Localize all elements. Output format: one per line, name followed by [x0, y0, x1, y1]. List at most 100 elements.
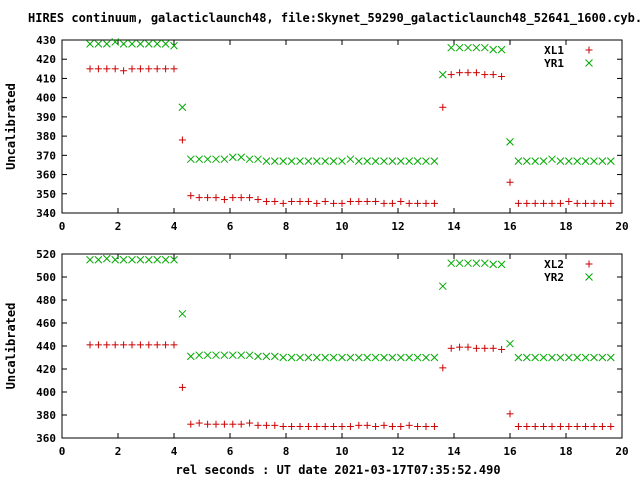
- data-point: [212, 420, 220, 428]
- x-tick-label: 2: [115, 220, 122, 233]
- data-point: [464, 43, 472, 52]
- y-tick-label: 480: [36, 294, 56, 307]
- data-point: [228, 153, 237, 162]
- data-point: [212, 194, 220, 202]
- y-tick-label: 400: [36, 92, 56, 105]
- x-tick-label: 12: [391, 220, 404, 233]
- data-point: [523, 423, 531, 430]
- data-point: [212, 155, 220, 164]
- data-point: [447, 71, 455, 79]
- data-point: [229, 420, 237, 428]
- data-point: [145, 65, 153, 73]
- data-point: [304, 423, 312, 430]
- data-point: [447, 344, 455, 352]
- data-point: [128, 341, 136, 349]
- legend-marker: [585, 46, 593, 54]
- data-point: [447, 259, 456, 268]
- data-point: [531, 157, 540, 165]
- data-point: [414, 423, 422, 430]
- data-point: [111, 341, 119, 349]
- data-point: [422, 353, 430, 362]
- data-point: [522, 157, 531, 165]
- data-point: [565, 423, 573, 430]
- data-point: [539, 157, 548, 165]
- data-point: [237, 153, 246, 162]
- data-point: [270, 157, 279, 165]
- data-point: [237, 351, 246, 360]
- data-point: [438, 282, 447, 291]
- data-point: [372, 197, 380, 205]
- data-point: [329, 353, 338, 362]
- data-point: [195, 351, 204, 360]
- data-point: [262, 197, 270, 205]
- x-tick-label: 12: [391, 445, 404, 458]
- data-point: [590, 157, 598, 165]
- data-point: [312, 353, 321, 362]
- data-point: [480, 259, 489, 268]
- data-point: [480, 43, 489, 52]
- data-point: [396, 353, 405, 362]
- data-point: [414, 199, 422, 207]
- data-point: [195, 419, 203, 427]
- data-point: [338, 353, 346, 362]
- data-point: [203, 155, 212, 164]
- y-axis-label: Uncalibrated: [4, 83, 18, 170]
- data-point: [456, 69, 464, 77]
- data-point: [439, 364, 447, 372]
- legend-label: YR1: [544, 57, 564, 70]
- data-point: [153, 65, 161, 73]
- y-tick-label: 500: [36, 271, 56, 284]
- data-point: [279, 199, 287, 207]
- data-point: [489, 45, 498, 54]
- data-point: [472, 43, 481, 52]
- y-tick-label: 410: [36, 72, 56, 85]
- data-point: [514, 353, 523, 362]
- data-point: [506, 138, 514, 146]
- data-point: [346, 155, 355, 164]
- data-point: [203, 351, 212, 360]
- y-tick-label: 520: [36, 248, 56, 261]
- y-tick-label: 340: [36, 207, 56, 220]
- data-point: [556, 353, 565, 362]
- data-point: [464, 259, 472, 268]
- data-point: [204, 194, 212, 202]
- x-tick-label: 10: [335, 445, 348, 458]
- data-point: [380, 157, 388, 165]
- data-point: [144, 39, 153, 48]
- panel-bottom: 0 2 4 6 8 10 12 14 16 18 20 360 380 400 420 440 460 480 50…: [4, 248, 629, 458]
- data-point: [548, 353, 556, 362]
- x-tick-label: 4: [171, 445, 178, 458]
- data-point: [397, 423, 405, 430]
- data-point: [321, 157, 330, 165]
- y-tick-label: 360: [36, 169, 56, 182]
- data-point: [598, 157, 607, 165]
- data-point: [573, 199, 581, 207]
- plot-frame: [61, 253, 623, 439]
- data-point: [170, 255, 178, 264]
- data-point: [237, 420, 245, 428]
- data-point: [144, 255, 153, 264]
- data-point: [128, 39, 136, 48]
- data-point: [497, 260, 506, 269]
- data-point: [136, 255, 145, 264]
- data-point: [464, 343, 472, 351]
- data-point: [103, 65, 111, 73]
- x-tick-label: 18: [559, 445, 572, 458]
- data-point: [178, 309, 187, 318]
- data-point: [186, 155, 195, 164]
- data-point: [304, 353, 313, 362]
- series-xl1: [86, 65, 615, 207]
- data-point: [590, 199, 598, 207]
- data-point: [363, 197, 371, 205]
- y-tick-label: 430: [36, 34, 56, 47]
- data-point: [606, 353, 615, 362]
- data-point: [514, 199, 522, 207]
- data-point: [287, 157, 296, 165]
- data-point: [430, 353, 439, 362]
- data-point: [472, 344, 480, 352]
- data-point: [321, 423, 329, 430]
- data-point: [438, 70, 447, 79]
- data-point: [489, 71, 497, 79]
- data-point: [86, 65, 94, 73]
- data-point: [338, 157, 346, 165]
